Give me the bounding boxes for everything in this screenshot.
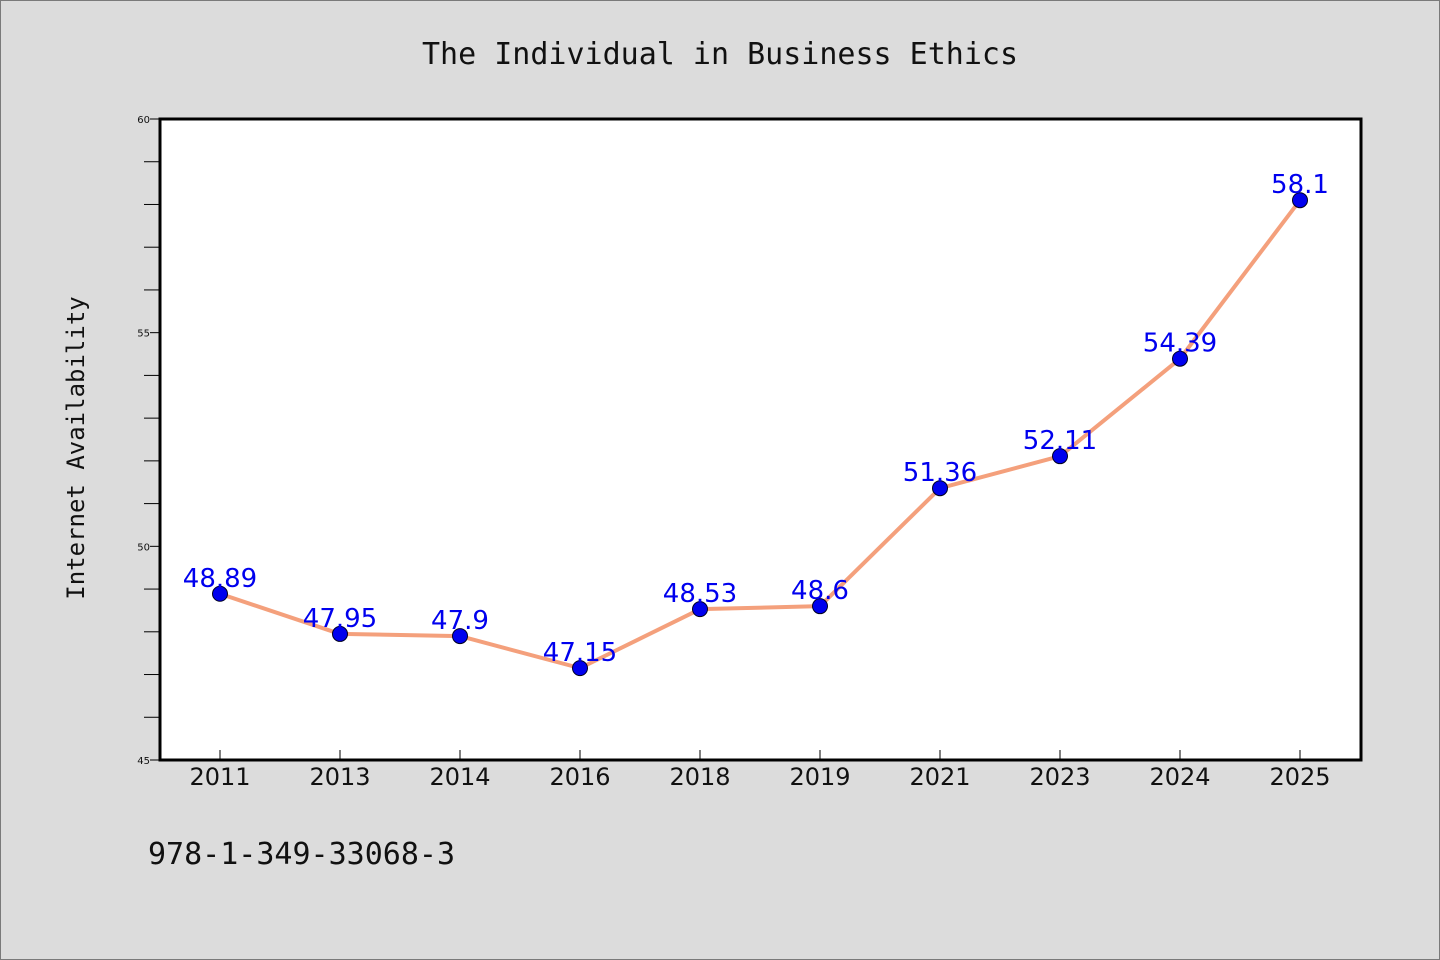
x-axis: 2011 2013 2014 2016 2018 2019 2021 2023 2024 2025 bbox=[189, 750, 1331, 791]
y-axis-label: Internet Availability bbox=[62, 296, 90, 599]
series-line bbox=[218, 198, 1302, 671]
x-tick-label: 2016 bbox=[549, 763, 610, 791]
data-point bbox=[1172, 350, 1188, 367]
x-tick-label: 2018 bbox=[669, 763, 730, 791]
x-tick-label: 2021 bbox=[909, 763, 970, 791]
data-label: 52.11 bbox=[1023, 426, 1097, 456]
data-point bbox=[692, 601, 708, 618]
data-label: 48.53 bbox=[663, 579, 737, 609]
y-axis: 45 50 55 60 bbox=[137, 115, 160, 767]
x-tick-label: 2023 bbox=[1029, 763, 1090, 791]
isbn-text: 978-1-349-33068-3 bbox=[148, 837, 455, 872]
y-tick-label: 60 bbox=[137, 115, 150, 126]
data-point bbox=[1292, 192, 1308, 209]
data-point bbox=[452, 628, 468, 645]
y-tick-label: 55 bbox=[137, 329, 150, 340]
data-point bbox=[332, 625, 348, 642]
data-label: 51.36 bbox=[903, 458, 977, 488]
data-point bbox=[932, 480, 948, 497]
data-label: 47.15 bbox=[543, 638, 617, 668]
data-label: 47.95 bbox=[303, 604, 377, 634]
data-label: 48.89 bbox=[183, 564, 257, 594]
x-tick-label: 2014 bbox=[429, 763, 490, 791]
data-point bbox=[812, 598, 828, 615]
data-label: 47.9 bbox=[431, 606, 489, 636]
y-tick-label: 50 bbox=[137, 542, 150, 553]
data-point bbox=[212, 585, 228, 602]
data-label: 58.1 bbox=[1271, 170, 1329, 200]
data-point bbox=[572, 660, 588, 677]
data-point bbox=[1052, 448, 1068, 465]
x-tick-label: 2024 bbox=[1149, 763, 1210, 791]
chart-title: The Individual in Business Ethics bbox=[422, 37, 1018, 72]
series-line-group bbox=[218, 198, 1302, 671]
x-tick-label: 2025 bbox=[1269, 763, 1330, 791]
data-points bbox=[212, 192, 1308, 677]
plot-area bbox=[158, 117, 1363, 762]
data-label: 48.6 bbox=[791, 576, 849, 606]
y-tick-label: 45 bbox=[137, 756, 150, 767]
data-label: 54.39 bbox=[1143, 329, 1217, 359]
x-tick-label: 2013 bbox=[309, 763, 370, 791]
data-labels: 48.89 47.95 47.9 47.15 48.53 48.6 51.36 52.11 54… bbox=[183, 170, 1329, 668]
x-tick-label: 2011 bbox=[189, 763, 250, 791]
x-tick-label: 2019 bbox=[789, 763, 850, 791]
